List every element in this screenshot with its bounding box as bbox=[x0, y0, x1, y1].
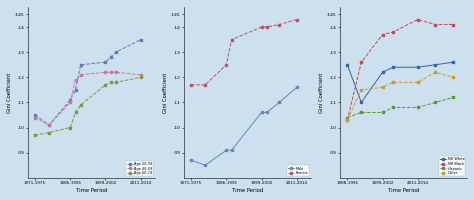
Age 20-39 bbox=[113, 51, 119, 53]
NH Black bbox=[432, 23, 438, 26]
Age 20-39 bbox=[46, 124, 52, 126]
NH Black bbox=[450, 23, 456, 26]
Age 60-74 bbox=[108, 81, 114, 84]
Male bbox=[294, 86, 300, 89]
Male bbox=[229, 149, 235, 151]
NH Black bbox=[380, 33, 385, 36]
Female bbox=[259, 26, 264, 28]
Age 40-59 bbox=[78, 74, 83, 76]
Y-axis label: Gini Coefficient: Gini Coefficient bbox=[163, 72, 168, 113]
Age 40-59 bbox=[32, 116, 38, 119]
NH Black bbox=[345, 119, 350, 121]
Male bbox=[264, 111, 270, 114]
Legend: Age 20-39, Age 40-59, Age 60-74: Age 20-39, Age 40-59, Age 60-74 bbox=[126, 161, 153, 176]
NH White bbox=[358, 101, 364, 104]
Other bbox=[345, 119, 350, 121]
Hispanic bbox=[450, 96, 456, 99]
Male bbox=[276, 101, 282, 104]
NH White bbox=[345, 64, 350, 66]
Female bbox=[264, 26, 270, 28]
Age 20-39 bbox=[108, 56, 114, 58]
Age 60-74 bbox=[138, 76, 144, 78]
Age 20-39 bbox=[78, 64, 83, 66]
Female bbox=[188, 84, 194, 86]
Other bbox=[415, 81, 420, 84]
Age 40-59 bbox=[113, 71, 119, 73]
Female bbox=[202, 84, 208, 86]
Other bbox=[380, 86, 385, 89]
Male bbox=[259, 111, 264, 114]
Age 60-74 bbox=[32, 134, 38, 136]
NH White bbox=[390, 66, 396, 68]
Age 20-39 bbox=[32, 114, 38, 116]
Age 20-39 bbox=[138, 38, 144, 41]
NH White bbox=[380, 71, 385, 73]
Hispanic bbox=[380, 111, 385, 114]
Other bbox=[450, 76, 456, 78]
Age 60-74 bbox=[73, 111, 78, 114]
Female bbox=[224, 64, 229, 66]
Other bbox=[432, 71, 438, 73]
NH Black bbox=[358, 61, 364, 63]
Age 40-59 bbox=[73, 79, 78, 81]
Age 40-59 bbox=[108, 71, 114, 73]
Line: Age 20-39: Age 20-39 bbox=[34, 38, 142, 126]
Female bbox=[276, 23, 282, 26]
Male bbox=[202, 164, 208, 166]
Age 20-39 bbox=[73, 89, 78, 91]
Line: NH White: NH White bbox=[346, 61, 454, 104]
Age 60-74 bbox=[102, 84, 108, 86]
Line: Hispanic: Hispanic bbox=[346, 96, 454, 119]
Other bbox=[390, 81, 396, 84]
Hispanic bbox=[358, 111, 364, 114]
Male bbox=[188, 159, 194, 161]
Age 40-59 bbox=[46, 124, 52, 126]
Age 60-74 bbox=[46, 131, 52, 134]
NH White bbox=[432, 64, 438, 66]
X-axis label: Time Period: Time Period bbox=[232, 188, 263, 193]
Hispanic bbox=[432, 101, 438, 104]
Age 40-59 bbox=[67, 101, 73, 104]
Hispanic bbox=[345, 116, 350, 119]
Line: NH Black: NH Black bbox=[346, 18, 454, 121]
NH White bbox=[415, 66, 420, 68]
Female bbox=[229, 38, 235, 41]
Age 20-39 bbox=[102, 61, 108, 63]
Legend: Male, Female: Male, Female bbox=[287, 165, 309, 176]
X-axis label: Time Period: Time Period bbox=[388, 188, 419, 193]
Female bbox=[294, 18, 300, 21]
Other bbox=[358, 89, 364, 91]
Y-axis label: Gini Coefficient: Gini Coefficient bbox=[7, 72, 12, 113]
Age 20-39 bbox=[67, 99, 73, 101]
Age 60-74 bbox=[78, 104, 83, 106]
Line: Age 60-74: Age 60-74 bbox=[34, 76, 142, 136]
Legend: NH White, NH Black, Hispanic, Other: NH White, NH Black, Hispanic, Other bbox=[439, 156, 465, 176]
X-axis label: Time Period: Time Period bbox=[76, 188, 107, 193]
NH Black bbox=[415, 18, 420, 21]
Hispanic bbox=[390, 106, 396, 109]
Age 60-74 bbox=[113, 81, 119, 84]
Hispanic bbox=[415, 106, 420, 109]
Age 40-59 bbox=[102, 71, 108, 73]
Line: Male: Male bbox=[190, 86, 298, 166]
Line: Age 40-59: Age 40-59 bbox=[34, 71, 142, 126]
Male bbox=[224, 149, 229, 151]
Line: Female: Female bbox=[190, 18, 298, 86]
Age 40-59 bbox=[138, 74, 144, 76]
NH White bbox=[450, 61, 456, 63]
Age 60-74 bbox=[67, 126, 73, 129]
Line: Other: Other bbox=[346, 71, 454, 121]
NH Black bbox=[390, 31, 396, 33]
Y-axis label: Gini Coefficient: Gini Coefficient bbox=[319, 72, 324, 113]
